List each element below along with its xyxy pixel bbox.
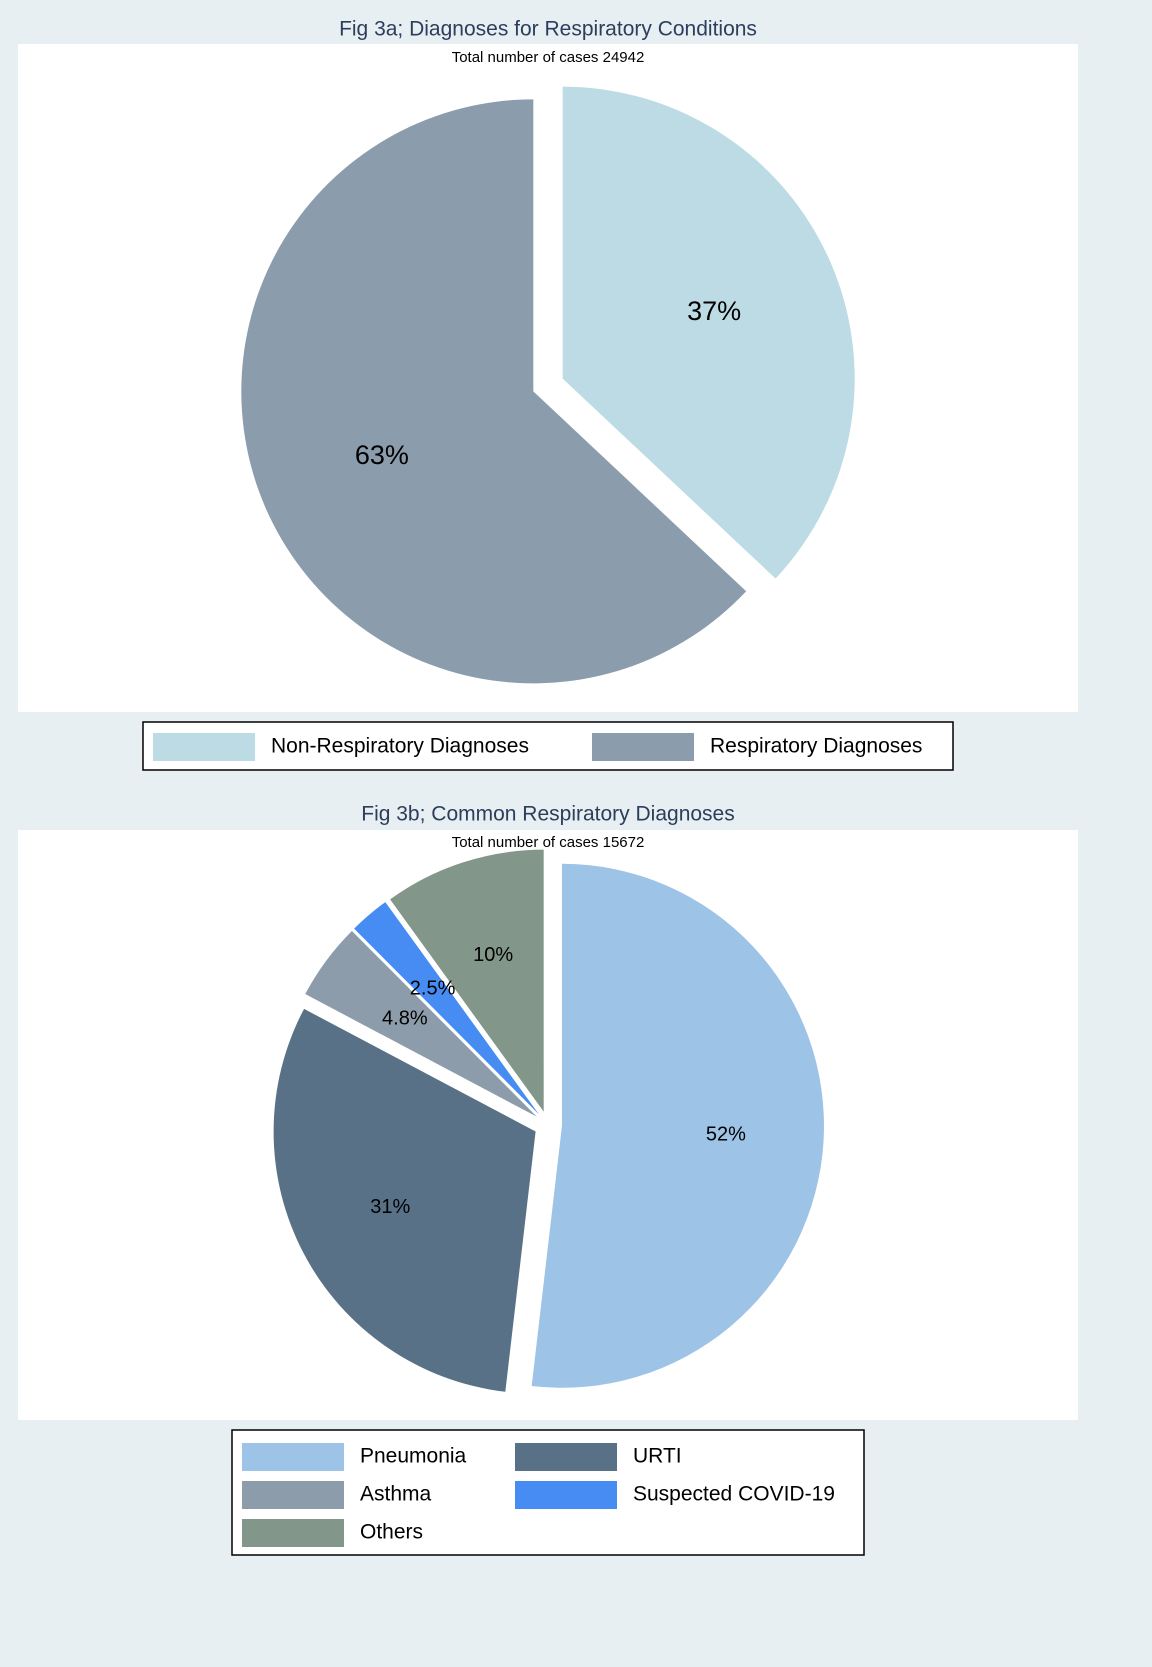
pie-slice	[531, 863, 824, 1388]
data-label: 37%	[687, 296, 741, 326]
legend-swatch	[242, 1519, 344, 1547]
chart-subtitle: Total number of cases 15672	[452, 834, 645, 851]
chart-subtitle: Total number of cases 24942	[452, 49, 645, 66]
data-label: 2.5%	[410, 978, 456, 1000]
legend-label: Suspected COVID-19	[633, 1483, 835, 1506]
pie-slice	[305, 930, 537, 1117]
chart-title: Fig 3a; Diagnoses for Respiratory Condit…	[339, 18, 757, 41]
legend-label: Non-Respiratory Diagnoses	[271, 735, 529, 758]
pie-slice	[562, 86, 855, 579]
data-label: 4.8%	[382, 1007, 428, 1029]
pie-slice	[390, 849, 544, 1112]
data-label: 63%	[355, 440, 409, 470]
pie-slice	[241, 99, 747, 684]
data-label: 52%	[706, 1124, 746, 1146]
legend-label: Respiratory Diagnoses	[710, 735, 922, 758]
data-label: 10%	[473, 944, 513, 966]
legend-swatch	[515, 1443, 617, 1471]
legend-swatch	[242, 1443, 344, 1471]
legend-swatch	[515, 1481, 617, 1509]
pie-slice	[354, 902, 539, 1115]
legend-label: Others	[360, 1521, 423, 1544]
chart-title: Fig 3b; Common Respiratory Diagnoses	[361, 803, 735, 826]
legend-label: Pneumonia	[360, 1445, 467, 1468]
legend-label: URTI	[633, 1445, 682, 1468]
legend-swatch	[153, 733, 255, 761]
legend-swatch	[592, 733, 694, 761]
legend-label: Asthma	[360, 1483, 432, 1506]
legend	[142, 721, 954, 771]
data-label: 31%	[370, 1196, 410, 1218]
pie-slice	[273, 1008, 536, 1392]
legend-swatch	[242, 1481, 344, 1509]
